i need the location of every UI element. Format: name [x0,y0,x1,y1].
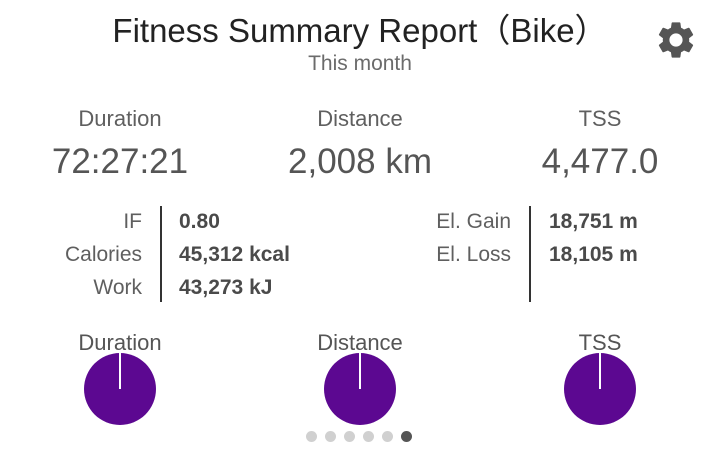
detail-value: 18,751 m [549,210,638,233]
page-dot-active[interactable] [401,431,412,442]
stat-label: Distance [317,106,403,131]
page-title: Fitness Summary Report（Bike） [112,12,608,49]
stat-value: 4,477.0 [541,142,659,181]
detail-key: Work [93,276,142,299]
stat-tss: TSS 4,477.0 [480,106,720,182]
mini-chart-label-duration: Duration [78,330,162,355]
detail-value: 0.80 [179,210,220,233]
detail-key: El. Gain [436,210,511,233]
details-right-keys: El. Gain El. Loss [380,205,511,271]
details-left-values: 0.80 45,312 kcal 43,273 kJ [179,205,379,304]
stat-label: TSS [578,106,622,131]
detail-key: El. Loss [436,243,511,266]
stat-label: Duration [78,106,162,131]
page-dot[interactable] [325,431,336,442]
page-dot[interactable] [344,431,355,442]
stat-value: 72:27:21 [51,142,189,181]
page-dot[interactable] [306,431,317,442]
stat-distance: Distance 2,008 km [240,106,480,182]
stat-value: 2,008 km [288,142,432,181]
pie-chart-tss [564,353,636,425]
detail-value: 43,273 kJ [179,276,273,299]
detail-value: 45,312 kcal [179,243,290,266]
gear-icon[interactable] [654,18,698,62]
pie-chart-duration [84,353,156,425]
details-left-keys: IF Calories Work [20,205,142,304]
details-right-values: 18,751 m 18,105 m [549,205,709,271]
page-dot[interactable] [363,431,374,442]
detail-value: 18,105 m [549,243,638,266]
page-dot[interactable] [382,431,393,442]
pie-chart-distance [324,353,396,425]
divider [529,206,531,302]
stat-duration: Duration 72:27:21 [0,106,240,182]
divider [160,206,162,302]
detail-key: IF [123,210,142,233]
period-subtitle: This month [308,52,412,75]
mini-chart-label-tss: TSS [578,330,622,355]
detail-key: Calories [64,243,142,266]
mini-chart-label-distance: Distance [317,330,403,355]
